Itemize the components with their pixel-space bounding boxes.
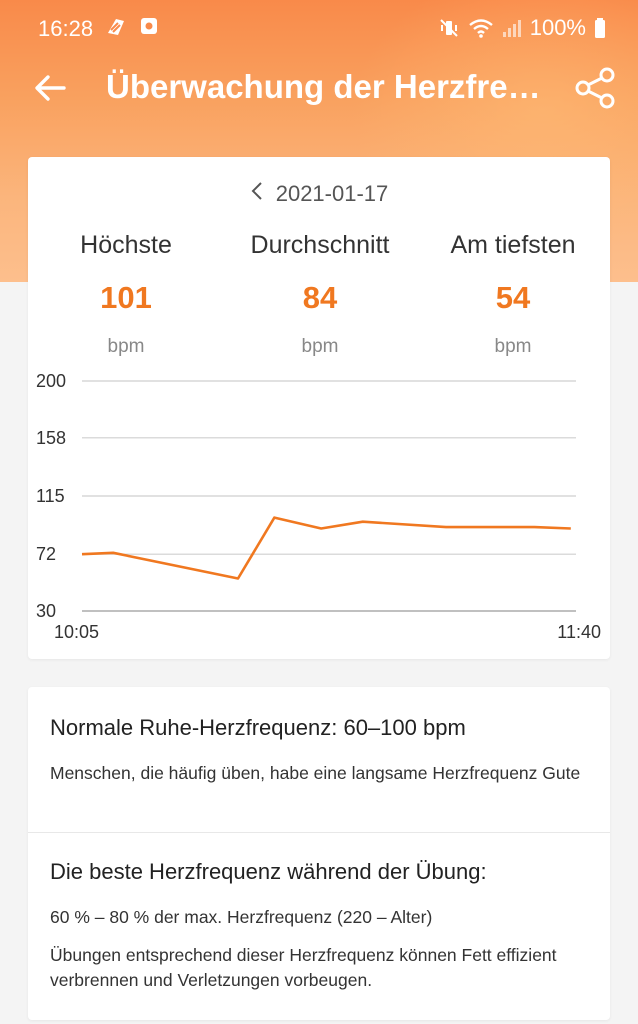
divider bbox=[28, 832, 610, 833]
date-navigator: 2021-01-17 bbox=[28, 181, 610, 207]
heart-rate-card: 2021-01-17 Höchste 101 bpm Durchschnitt … bbox=[28, 157, 610, 659]
share-icon[interactable] bbox=[574, 66, 618, 110]
current-date: 2021-01-17 bbox=[275, 181, 389, 206]
stat-label: Durchschnitt bbox=[250, 231, 390, 259]
exercise-range: 60 % – 80 % der max. Herzfrequenz (220 –… bbox=[50, 907, 433, 927]
info-card: Normale Ruhe-Herzfrequenz: 60–100 bpm Me… bbox=[28, 687, 610, 1020]
stat-value: 101 bbox=[100, 280, 152, 315]
status-time: 16:28 bbox=[38, 16, 94, 41]
y-tick-label: 30 bbox=[36, 601, 56, 621]
app-notification-icon bbox=[108, 19, 124, 35]
image-notification-icon bbox=[141, 18, 157, 34]
signal-icon bbox=[502, 20, 521, 37]
page-title: Überwachung der Herzfrequenz bbox=[106, 68, 546, 105]
mute-vibrate-icon bbox=[440, 19, 458, 37]
status-notification-icons bbox=[104, 15, 160, 39]
exercise-title: Die beste Herzfrequenz während der Übung… bbox=[50, 859, 487, 884]
battery-icon bbox=[595, 18, 605, 38]
y-tick-label: 115 bbox=[36, 486, 65, 506]
rest-text: Menschen, die häufig üben, habe eine lan… bbox=[50, 763, 581, 783]
stat-label: Am tiefsten bbox=[450, 231, 576, 259]
wifi-icon bbox=[468, 19, 493, 38]
rest-title: Normale Ruhe-Herzfrequenz: 60–100 bpm bbox=[50, 715, 466, 740]
stat-value: 84 bbox=[302, 280, 338, 315]
stat-unit: bpm bbox=[494, 336, 532, 357]
app-bar: Überwachung der Herzfrequenz bbox=[0, 56, 638, 122]
status-bar: 16:28 100% bbox=[0, 0, 638, 56]
stat-unit: bpm bbox=[301, 336, 339, 357]
y-tick-label: 200 bbox=[36, 371, 66, 391]
exercise-text: Übungen entsprechend dieser Herzfrequenz… bbox=[50, 945, 557, 990]
heart-rate-line bbox=[81, 516, 571, 580]
x-tick-label: 10:05 bbox=[54, 622, 99, 642]
y-tick-label: 72 bbox=[36, 544, 56, 564]
arrow-back-icon[interactable] bbox=[32, 70, 68, 106]
stat-label: Höchste bbox=[80, 231, 172, 259]
stat-highest: Höchste 101 bpm bbox=[26, 231, 226, 358]
stat-value: 54 bbox=[495, 280, 531, 315]
stat-average: Durchschnitt 84 bpm bbox=[220, 231, 420, 358]
y-tick-label: 158 bbox=[36, 428, 66, 448]
battery-percent: 100% bbox=[529, 15, 586, 40]
rest-section: Normale Ruhe-Herzfrequenz: 60–100 bpm Me… bbox=[50, 715, 595, 786]
x-tick-label: 11:40 bbox=[557, 622, 601, 642]
exercise-section: Die beste Herzfrequenz während der Übung… bbox=[50, 859, 595, 993]
chevron-left-icon[interactable] bbox=[250, 181, 264, 207]
heart-rate-stats: Höchste 101 bpm Durchschnitt 84 bpm Am t… bbox=[28, 231, 610, 361]
status-system-icons: 100% bbox=[438, 15, 606, 41]
stat-lowest: Am tiefsten 54 bpm bbox=[413, 231, 613, 358]
stat-unit: bpm bbox=[107, 336, 145, 357]
